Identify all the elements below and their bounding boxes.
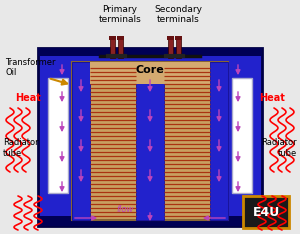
Text: Primary
terminals: Primary terminals: [99, 5, 141, 24]
Bar: [243, 196, 289, 228]
Bar: [176, 38, 181, 58]
Text: Radiator
tube: Radiator tube: [261, 138, 297, 158]
Text: Heat: Heat: [15, 93, 41, 103]
Bar: [109, 36, 116, 40]
Bar: [232, 78, 252, 193]
Bar: [72, 62, 90, 220]
Bar: [136, 62, 164, 220]
Bar: [38, 48, 262, 56]
Bar: [38, 48, 262, 226]
Bar: [167, 36, 174, 40]
Bar: [175, 36, 182, 40]
Bar: [90, 62, 210, 70]
Bar: [72, 62, 228, 220]
Text: E4U: E4U: [252, 205, 280, 219]
Text: flow: flow: [116, 205, 134, 215]
Bar: [210, 62, 228, 220]
Text: Radiator
tube: Radiator tube: [3, 138, 39, 158]
Bar: [117, 36, 124, 40]
Text: Core: Core: [136, 65, 164, 75]
Bar: [38, 216, 262, 226]
Text: Secondary
terminals: Secondary terminals: [154, 5, 202, 24]
Bar: [48, 78, 68, 193]
Bar: [118, 38, 123, 58]
Bar: [243, 196, 289, 228]
Text: Transformer
Oil: Transformer Oil: [5, 58, 55, 77]
Bar: [168, 38, 173, 58]
Bar: [243, 196, 289, 228]
Text: Heat: Heat: [259, 93, 285, 103]
Bar: [243, 196, 289, 228]
Bar: [90, 62, 210, 84]
Bar: [110, 38, 115, 58]
